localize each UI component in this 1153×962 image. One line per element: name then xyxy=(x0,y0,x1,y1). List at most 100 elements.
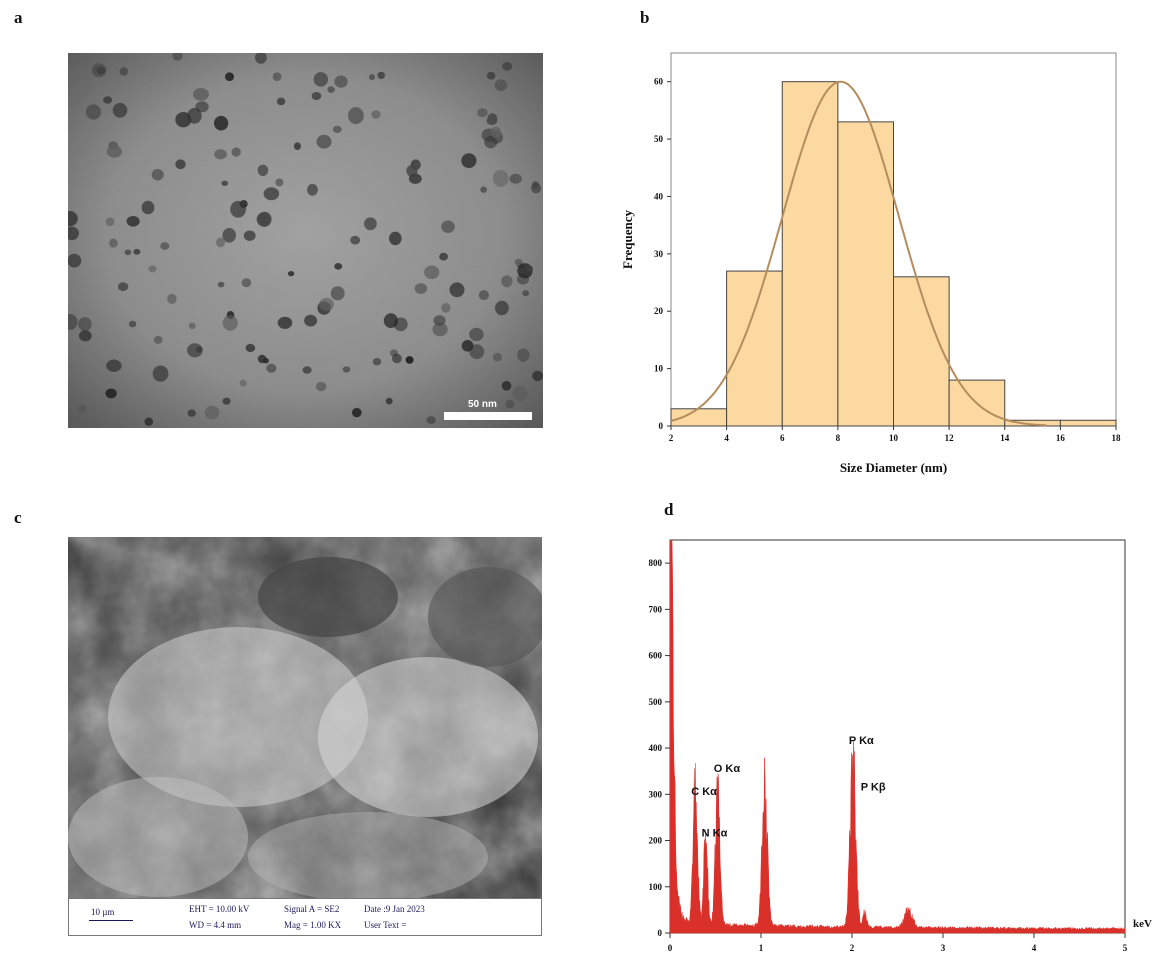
sem-signal: Signal A = SE2 xyxy=(284,904,340,914)
sem-scale-bar xyxy=(89,920,133,921)
nanoparticle xyxy=(275,178,284,187)
tem-image xyxy=(68,53,543,428)
y-tick-label: 600 xyxy=(649,651,663,661)
panel-label-c: c xyxy=(14,508,22,527)
nanoparticle xyxy=(141,200,155,215)
tem-scale-bar xyxy=(444,412,532,420)
y-tick-label: 30 xyxy=(654,249,664,259)
nanoparticle xyxy=(103,96,113,104)
nanoparticle xyxy=(239,379,247,387)
x-tick-label: 14 xyxy=(1000,433,1010,443)
nanoparticle xyxy=(263,357,269,364)
x-tick-label: 6 xyxy=(780,433,785,443)
tem-scale-label: 50 nm xyxy=(468,399,497,410)
nanoparticle xyxy=(175,112,192,128)
x-tick-label: 0 xyxy=(668,943,673,953)
x-tick-label: 8 xyxy=(836,433,841,443)
nanoparticle xyxy=(389,231,402,246)
nanoparticle xyxy=(383,313,398,329)
nanoparticle xyxy=(502,61,513,71)
nanoparticle xyxy=(302,366,312,374)
x-tick-label: 4 xyxy=(1032,943,1037,953)
nanoparticle xyxy=(405,356,414,364)
nanoparticle xyxy=(334,263,343,270)
x-tick-label: 3 xyxy=(941,943,946,953)
size-histogram: 2 4 6 8 10 12 14 16 18 0 10 20 30 40 50 60 Size Diameter… xyxy=(620,52,1121,475)
nanoparticle xyxy=(78,330,92,342)
nanoparticle xyxy=(195,346,203,353)
nanoparticle xyxy=(112,102,128,118)
nanoparticle xyxy=(188,322,196,330)
nanoparticle xyxy=(348,107,364,125)
nanoparticle xyxy=(255,53,267,64)
nanoparticle xyxy=(364,217,377,231)
nanoparticle xyxy=(369,74,375,81)
nanoparticle xyxy=(469,327,484,341)
panel-label-a: a xyxy=(14,8,23,27)
nanoparticle xyxy=(257,211,272,227)
sem-eht: EHT = 10.00 kV xyxy=(189,904,250,914)
nanoparticle xyxy=(319,297,334,311)
sem-date: Date :9 Jan 2023 xyxy=(364,904,425,914)
x-tick-label: 5 xyxy=(1123,943,1128,953)
nanoparticle xyxy=(371,110,381,119)
nanoparticle xyxy=(512,385,528,402)
nanoparticle xyxy=(509,173,522,184)
nanoparticle xyxy=(461,340,474,352)
panel-label-b: b xyxy=(640,8,650,27)
x-axis-title: Size Diameter (nm) xyxy=(840,460,947,475)
nanoparticle xyxy=(152,365,169,382)
nanoparticle xyxy=(461,153,477,168)
nanoparticle xyxy=(477,108,488,118)
sem-user-text: User Text = xyxy=(364,920,407,930)
y-tick-label: 0 xyxy=(659,421,664,431)
y-tick-label: 300 xyxy=(649,789,663,799)
sem-micrograph xyxy=(68,537,542,899)
peak-label: N Kα xyxy=(702,828,728,840)
nanoparticle xyxy=(117,282,129,292)
nanoparticle xyxy=(316,134,332,149)
y-axis-title: Frequency xyxy=(620,210,635,269)
nanoparticle xyxy=(469,344,485,360)
nanoparticle xyxy=(441,220,455,233)
nanoparticle xyxy=(222,228,236,243)
nanoparticle xyxy=(272,72,282,81)
nanoparticle xyxy=(315,381,327,392)
nanoparticle xyxy=(257,164,269,176)
y-tick-label: 500 xyxy=(649,697,663,707)
nanoparticle xyxy=(195,101,209,113)
peak-label: C Kα xyxy=(691,786,717,798)
nanoparticle xyxy=(78,317,92,332)
histogram-bar xyxy=(726,270,783,427)
nanoparticle xyxy=(239,200,248,208)
nanoparticle xyxy=(175,159,186,170)
nanoparticle xyxy=(119,67,128,76)
y-tick-label: 100 xyxy=(649,882,663,892)
nanoparticle xyxy=(517,348,530,363)
nanoparticle xyxy=(222,315,238,331)
sem-scale-label: 10 µm xyxy=(91,907,115,917)
nanoparticle xyxy=(525,265,533,272)
nanoparticle xyxy=(352,407,362,418)
nanoparticle xyxy=(478,290,489,301)
nanoparticle xyxy=(68,253,82,268)
nanoparticle xyxy=(204,405,220,420)
x-tick-label: 4 xyxy=(724,433,729,443)
nanoparticle xyxy=(68,226,79,241)
nanoparticle xyxy=(495,300,509,316)
nanoparticle xyxy=(377,71,386,80)
y-tick-label: 50 xyxy=(654,134,664,144)
nanoparticle xyxy=(225,72,234,82)
x-tick-label: 2 xyxy=(669,433,674,443)
tem-micrograph: 50 nm xyxy=(68,53,543,428)
nanoparticle xyxy=(424,265,440,280)
nanoparticle xyxy=(128,320,137,328)
nanoparticle xyxy=(501,275,513,288)
y-tick-label: 40 xyxy=(654,191,664,201)
nanoparticle xyxy=(148,265,157,273)
nanoparticle xyxy=(105,388,117,399)
sem-info-bar: 10 µm EHT = 10.00 kV WD = 4.4 mm Signal … xyxy=(68,898,542,936)
y-tick-label: 0 xyxy=(658,928,663,938)
nanoparticle xyxy=(68,211,78,227)
nanoparticle xyxy=(432,322,448,337)
